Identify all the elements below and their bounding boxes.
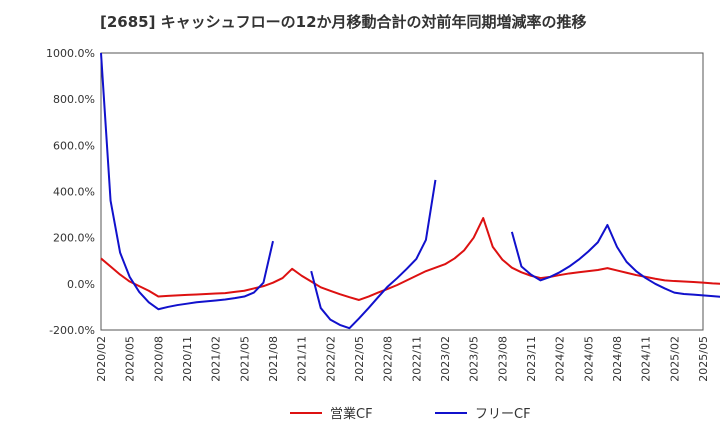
x-tick-label: 2023/08 bbox=[496, 336, 509, 382]
x-tick-label: 2020/02 bbox=[95, 336, 108, 382]
axes bbox=[100, 52, 704, 331]
y-tick-label: -200.0% bbox=[49, 324, 95, 337]
legend-label: 営業CF bbox=[330, 406, 373, 422]
x-tick-label: 2023/11 bbox=[525, 336, 538, 382]
y-axis-ticks: -200.0% 0.0% 200.0% 400.0% 600.0% 800.0% 1000.… bbox=[46, 47, 95, 337]
x-tick-label: 2024/05 bbox=[582, 336, 595, 382]
y-tick-label: 1000.0% bbox=[46, 47, 95, 60]
y-tick-label: 400.0% bbox=[53, 186, 95, 199]
plot-frame bbox=[100, 52, 704, 331]
x-tick-label: 2023/05 bbox=[468, 336, 481, 382]
chart-title: [2685] キャッシュフローの12か月移動合計の対前年同期増減率の推移 bbox=[100, 13, 587, 31]
x-tick-label: 2021/05 bbox=[238, 336, 251, 382]
x-tick-label: 2021/02 bbox=[210, 336, 223, 382]
y-tick-label: 0.0% bbox=[67, 278, 95, 291]
series-free-cf-line bbox=[100, 52, 274, 311]
x-tick-label: 2023/02 bbox=[439, 336, 452, 382]
legend-label: フリーCF bbox=[475, 407, 531, 422]
plot-area bbox=[101, 53, 703, 330]
y-tick-label: 200.0% bbox=[53, 232, 95, 245]
x-tick-label: 2024/08 bbox=[611, 336, 624, 382]
series-free-cf-line bbox=[510, 223, 720, 298]
x-tick-label: 2021/11 bbox=[296, 336, 309, 382]
legend: 営業CF フリーCF bbox=[290, 406, 531, 422]
y-tick-label: 800.0% bbox=[53, 93, 95, 106]
x-tick-label: 2024/02 bbox=[554, 336, 567, 382]
x-tick-label: 2020/05 bbox=[124, 336, 137, 382]
x-tick-label: 2022/08 bbox=[382, 336, 395, 382]
series-operating-cf-line bbox=[100, 217, 720, 301]
x-tick-label: 2022/02 bbox=[324, 336, 337, 382]
y-tick-label: 600.0% bbox=[53, 139, 95, 152]
x-tick-label: 2024/11 bbox=[640, 336, 653, 382]
series-layer bbox=[100, 52, 720, 330]
x-tick-label: 2022/05 bbox=[353, 336, 366, 382]
x-tick-label: 2021/08 bbox=[267, 336, 280, 382]
series-free-cf-line bbox=[310, 179, 437, 330]
x-tick-label: 2020/08 bbox=[152, 336, 165, 382]
x-tick-label: 2022/11 bbox=[410, 336, 423, 382]
x-tick-label: 2025/05 bbox=[697, 336, 710, 382]
x-axis-ticks: 2020/02 2020/05 2020/08 2020/11 2021/02 2021/… bbox=[95, 336, 710, 382]
x-tick-label: 2025/02 bbox=[668, 336, 681, 382]
x-tick-label: 2020/11 bbox=[181, 336, 194, 382]
